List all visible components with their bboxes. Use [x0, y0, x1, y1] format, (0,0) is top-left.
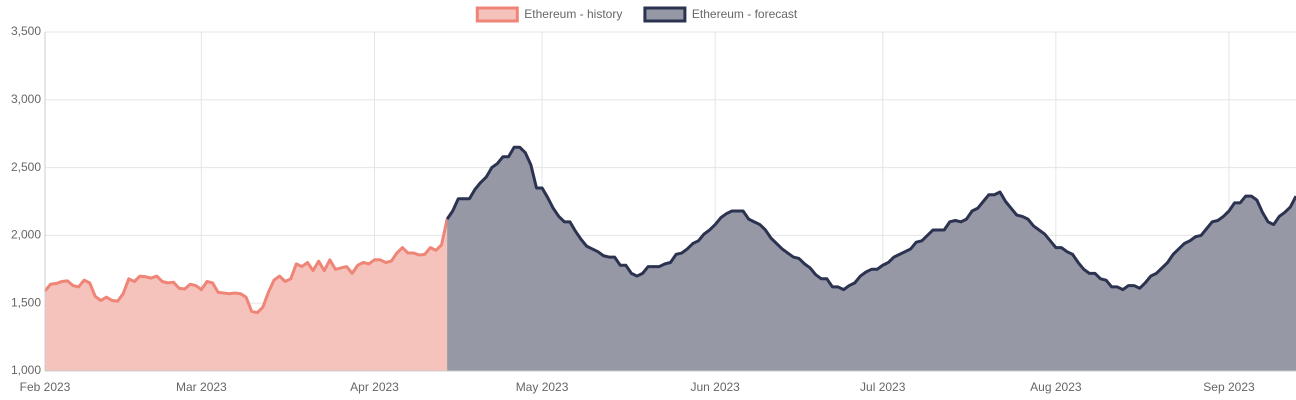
x-tick-label: Jul 2023 — [860, 380, 906, 394]
x-tick-label: Feb 2023 — [20, 380, 71, 394]
legend-label: Ethereum - forecast — [692, 7, 798, 21]
x-tick-label: Jun 2023 — [690, 380, 740, 394]
x-tick-label: May 2023 — [516, 380, 569, 394]
y-tick-label: 3,500 — [11, 24, 41, 38]
y-tick-label: 2,000 — [11, 228, 41, 242]
y-tick-label: 2,500 — [11, 160, 41, 174]
legend-label: Ethereum - history — [524, 7, 622, 21]
area — [447, 147, 1296, 371]
legend-swatch — [643, 6, 687, 23]
x-tick-label: Mar 2023 — [176, 380, 227, 394]
line — [445, 145, 1296, 292]
x-tick-label: Apr 2023 — [350, 380, 399, 394]
area — [45, 219, 448, 371]
line — [43, 218, 449, 315]
y-tick-label: 1,500 — [11, 295, 41, 309]
y-tick-label: 1,000 — [11, 363, 41, 377]
x-tick-label: Aug 2023 — [1030, 380, 1082, 394]
legend-swatch — [475, 6, 519, 23]
x-tick-label: Sep 2023 — [1203, 380, 1255, 394]
y-tick-label: 3,000 — [11, 92, 41, 106]
legend: Ethereum - history Ethereum - forecast — [475, 6, 798, 23]
